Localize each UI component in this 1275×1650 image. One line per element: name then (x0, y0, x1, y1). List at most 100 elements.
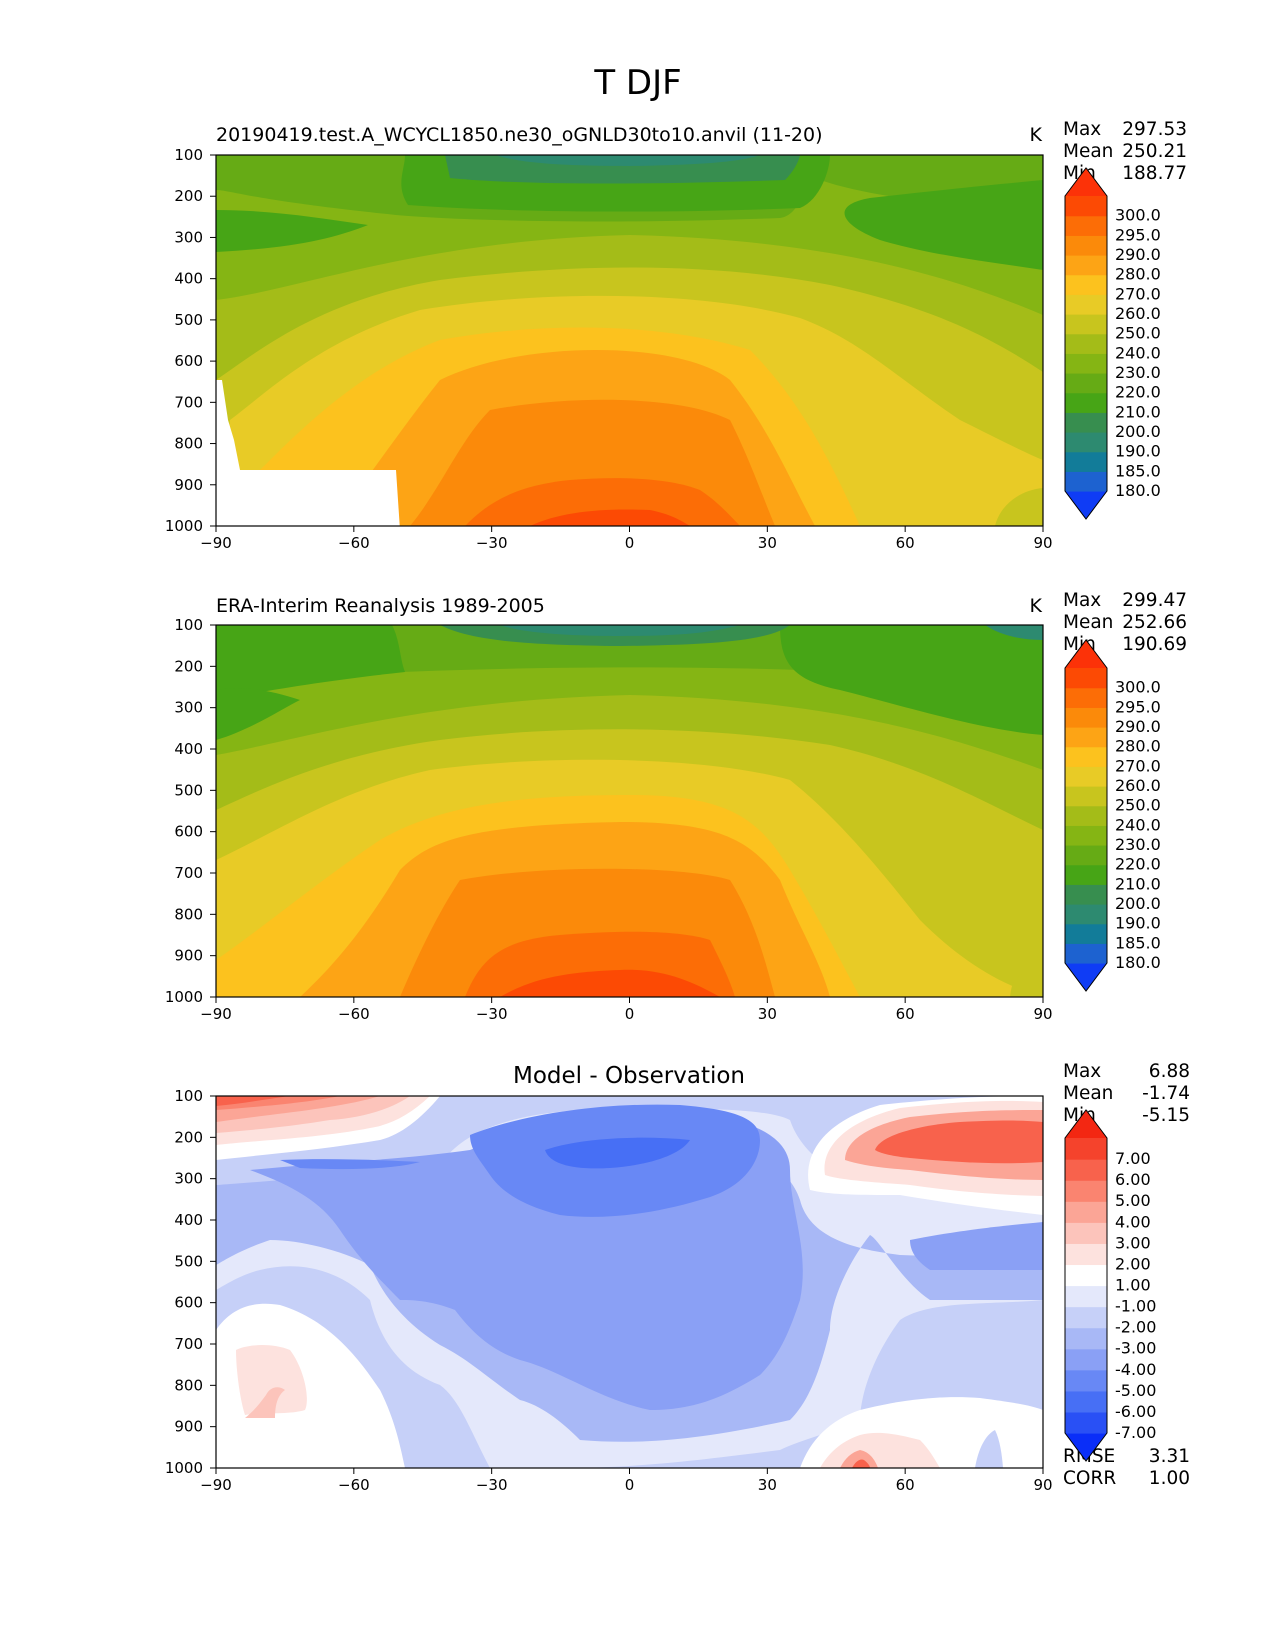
colorbar-segment (1065, 1306, 1107, 1329)
y-tick-label: 700 (174, 393, 203, 411)
contour-band (875, 1120, 1043, 1164)
y-tick-label: 500 (174, 781, 203, 799)
colorbar-extend-bottom (1065, 963, 1107, 991)
colorbar-label: 230.0 (1115, 835, 1161, 854)
colorbar-segment (1065, 786, 1107, 807)
contour-band (985, 625, 1043, 640)
reference-panel-units: K (1030, 595, 1043, 617)
colorbar-extend-bottom (1065, 1433, 1107, 1461)
difference-colorbar: -7.00 -6.00 -5.00 -4.00 -3.00 -2.00 -1.00 1.00 2… (1064, 1109, 1156, 1462)
x-tick-label: 0 (625, 1005, 635, 1023)
contour-band (844, 180, 1043, 270)
contour-band (995, 488, 1043, 526)
colorbar-segment (1065, 353, 1107, 374)
y-tick-label: 100 (174, 146, 203, 164)
y-tick-label: 200 (174, 187, 203, 205)
colorbar-segment (1065, 274, 1107, 295)
colorbar-label: 4.00 (1115, 1212, 1151, 1231)
colorbar-label: 270.0 (1115, 284, 1161, 303)
contour-band (500, 625, 740, 636)
contour-band (780, 625, 1043, 735)
colorbar-label: -2.00 (1115, 1318, 1156, 1337)
reference-panel-title: ERA-Interim Reanalysis 1989-2005 (216, 595, 545, 617)
colorbar-label: 210.0 (1115, 402, 1161, 421)
x-tick-label: −30 (476, 1476, 508, 1494)
stat-mean-label: Mean (1063, 1083, 1113, 1104)
contour-band (910, 1222, 1043, 1270)
colorbar-segment (1065, 884, 1107, 905)
colorbar-outline (1064, 639, 1108, 992)
colorbar-segment (1065, 746, 1107, 767)
colorbar-segment (1065, 333, 1107, 354)
colorbar-extend-top (1065, 640, 1107, 668)
y-tick-label: 100 (174, 1087, 203, 1105)
difference-panel-title: Model - Observation (513, 1063, 745, 1089)
y-tick-label: 200 (174, 1128, 203, 1146)
y-tick-label: 800 (174, 435, 203, 453)
colorbar-label: 260.0 (1115, 776, 1161, 795)
reference-colorbar: 180.0185.0190.0200.0210.0220.0230.0240.0… (1064, 639, 1161, 992)
x-tick-label: 0 (625, 534, 635, 552)
x-tick-label: 60 (896, 1476, 915, 1494)
colorbar-label: -6.00 (1115, 1402, 1156, 1421)
colorbar-label: 7.00 (1115, 1149, 1151, 1168)
colorbar-label: 270.0 (1115, 756, 1161, 775)
colorbar-extend-bottom (1065, 491, 1107, 519)
colorbar-label: 220.0 (1115, 855, 1161, 874)
difference-axes: −90 −60 −30 0 30 60 90 100 200 300 400 500 600 700 800… (165, 1087, 1053, 1494)
colorbar-segment (1065, 373, 1107, 394)
y-tick-label: 300 (174, 228, 203, 246)
colorbar-label: 295.0 (1115, 225, 1161, 244)
colorbar-segment (1065, 707, 1107, 728)
stat-min-value: -5.15 (1142, 1105, 1190, 1126)
y-tick-label: 300 (174, 1170, 203, 1188)
colorbar-segment (1065, 314, 1107, 335)
stat-rmse-value: 3.31 (1149, 1446, 1190, 1467)
colorbar-segment (1065, 904, 1107, 925)
test-colorbar: 180.0185.0190.0200.0210.0220.0230.0240.0… (1064, 167, 1161, 520)
colorbar-segment (1065, 471, 1107, 492)
colorbar-label: 250.0 (1115, 324, 1161, 343)
x-tick-label: −60 (338, 534, 370, 552)
colorbar-label: 185.0 (1115, 933, 1161, 952)
colorbar-segment (1065, 1201, 1107, 1223)
y-tick-label: 500 (174, 1252, 203, 1270)
x-tick-label: 30 (758, 534, 777, 552)
colorbar-label: 290.0 (1115, 245, 1161, 264)
colorbar-label: 1.00 (1115, 1276, 1151, 1295)
colorbar-segment (1065, 687, 1107, 708)
y-tick-label: 400 (174, 740, 203, 758)
colorbar-segment (1065, 215, 1107, 236)
colorbar-label: 300.0 (1115, 206, 1161, 225)
y-tick-label: 100 (174, 616, 203, 634)
contour-band (852, 1459, 870, 1468)
contour-band (216, 625, 405, 700)
difference-panel: Model - Observation Max 6.88 Mean -1.74 … (165, 1061, 1190, 1494)
contour-band (1010, 970, 1043, 997)
stat-mean-value: -1.74 (1142, 1083, 1190, 1104)
colorbar-segment (1065, 412, 1107, 433)
colorbar-segment (1065, 1159, 1107, 1181)
colorbar-extend-top (1065, 1110, 1107, 1138)
colorbar-label: 240.0 (1115, 815, 1161, 834)
colorbar-segment (1065, 923, 1107, 944)
colorbar-label: 300.0 (1115, 678, 1161, 697)
x-tick-label: −60 (338, 1476, 370, 1494)
colorbar-label: 180.0 (1115, 481, 1161, 500)
y-tick-label: 600 (174, 352, 203, 370)
colorbar-segment (1065, 1138, 1107, 1160)
stat-max-label: Max (1063, 1061, 1101, 1082)
colorbar-segment (1065, 1390, 1107, 1413)
y-tick-label: 900 (174, 476, 203, 494)
colorbar-label: 280.0 (1115, 265, 1161, 284)
colorbar-segment (1065, 1411, 1107, 1434)
x-tick-label: 90 (1033, 534, 1052, 552)
colorbar-outline (1064, 167, 1108, 520)
y-tick-label: 400 (174, 1211, 203, 1229)
colorbar-segment (1065, 845, 1107, 866)
contour-band (236, 1345, 307, 1415)
contour-band (530, 509, 690, 526)
test-panel: 20190419.test.A_WCYCL1850.ne30_oGNLD30to… (165, 119, 1187, 552)
contour-band (245, 1387, 285, 1418)
colorbar-label: 190.0 (1115, 442, 1161, 461)
